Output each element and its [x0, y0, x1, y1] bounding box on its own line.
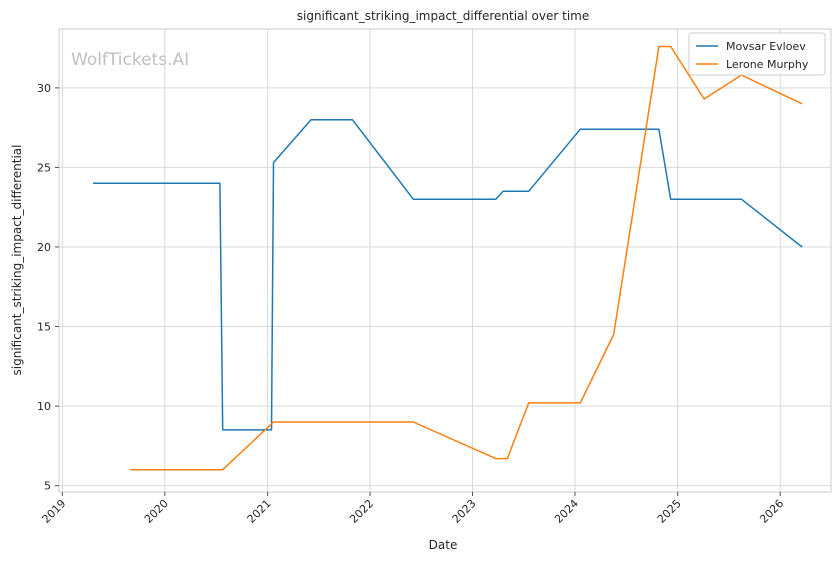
series-layer: [92, 45, 803, 471]
y-tick-label: 25: [37, 161, 51, 174]
legend-box: [688, 32, 826, 76]
x-axis-ticks: 2019 2020 2021 2022 2023 2024 2025 2026: [39, 492, 786, 526]
legend: Movsar Evloev Lerone Murphy: [688, 32, 826, 76]
legend-label: Movsar Evloev: [726, 40, 806, 53]
x-tick-label: 2026: [757, 497, 786, 526]
series-0: [92, 118, 803, 431]
x-tick-label: 2024: [552, 497, 581, 526]
x-axis-label: Date: [429, 538, 458, 552]
y-tick-label: 5: [44, 480, 51, 493]
series-line: [93, 118, 803, 431]
y-tick-label: 10: [37, 400, 51, 413]
grid: [59, 29, 831, 492]
y-axis-label: significant_striking_impact_differential: [10, 145, 24, 376]
x-tick-label: 2021: [245, 497, 274, 526]
series-line: [130, 45, 803, 471]
x-tick-label: 2022: [347, 497, 376, 526]
legend-label: Lerone Murphy: [726, 58, 809, 71]
chart-title: significant_striking_impact_differential…: [297, 9, 589, 23]
y-tick-label: 30: [37, 82, 51, 95]
plot-background: [59, 29, 831, 492]
y-tick-label: 20: [37, 241, 51, 254]
y-axis-ticks: 5 10 15 20 25 30: [37, 82, 59, 493]
x-tick-label: 2020: [142, 497, 171, 526]
x-tick-label: 2023: [450, 497, 479, 526]
x-tick-label: 2019: [39, 497, 68, 526]
watermark: WolfTickets.AI: [71, 50, 189, 70]
plot-frame: [58, 28, 832, 493]
x-tick-label: 2025: [655, 497, 684, 526]
y-tick-label: 15: [37, 321, 51, 334]
series-1: [130, 45, 803, 471]
